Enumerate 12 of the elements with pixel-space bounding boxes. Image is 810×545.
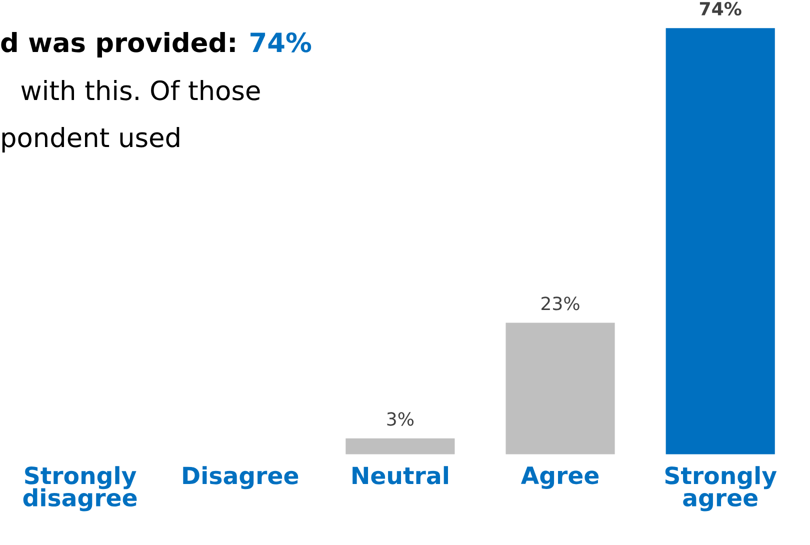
- annotation: 74%: [250, 32, 312, 52]
- data-label: 74%: [700, 2, 742, 16]
- annotation: with this. Of those: [21, 80, 260, 100]
- x-tick-label: Strongly disagree: [23, 466, 137, 512]
- x-tick-label: Agree: [520, 466, 599, 489]
- data-label: 23%: [542, 296, 580, 310]
- data-label: 3%: [387, 412, 414, 426]
- annotation: d was provided:: [1, 32, 235, 58]
- x-tick-label: Strongly agree: [665, 466, 777, 512]
- x-tick-label: Neutral: [352, 466, 448, 484]
- x-tick-label: Disagree: [183, 466, 298, 490]
- annotation: pondent used: [2, 126, 180, 152]
